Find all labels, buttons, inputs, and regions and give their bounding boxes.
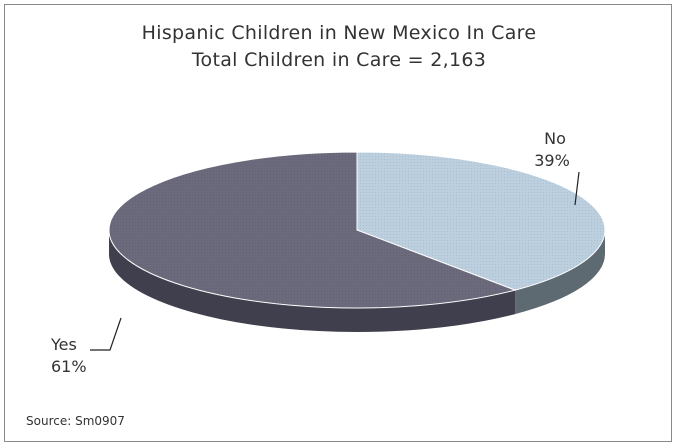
- leader-line-yes: [90, 317, 122, 351]
- chart-title: Hispanic Children in New Mexico In Care: [141, 22, 537, 44]
- pie-slice-texture-yes: [109, 152, 516, 309]
- source-note: Source: Sm0907: [26, 414, 125, 428]
- slice-label-yes-name: Yes: [51, 335, 77, 354]
- chart-subtitle: Total Children in Care = 2,163: [191, 49, 487, 71]
- leader-line-no: [574, 171, 580, 206]
- pie-side-yes: [109, 230, 516, 332]
- slice-label-no: No 39%: [534, 128, 575, 172]
- pie-side-no: [515, 230, 605, 315]
- pie-slice-texture-no: [357, 152, 606, 291]
- slice-label-yes-value: 61%: [51, 357, 87, 376]
- slice-label-yes: Yes 61%: [51, 334, 101, 378]
- slice-label-no-name: No: [544, 129, 566, 148]
- slice-label-no-value: 39%: [534, 151, 570, 170]
